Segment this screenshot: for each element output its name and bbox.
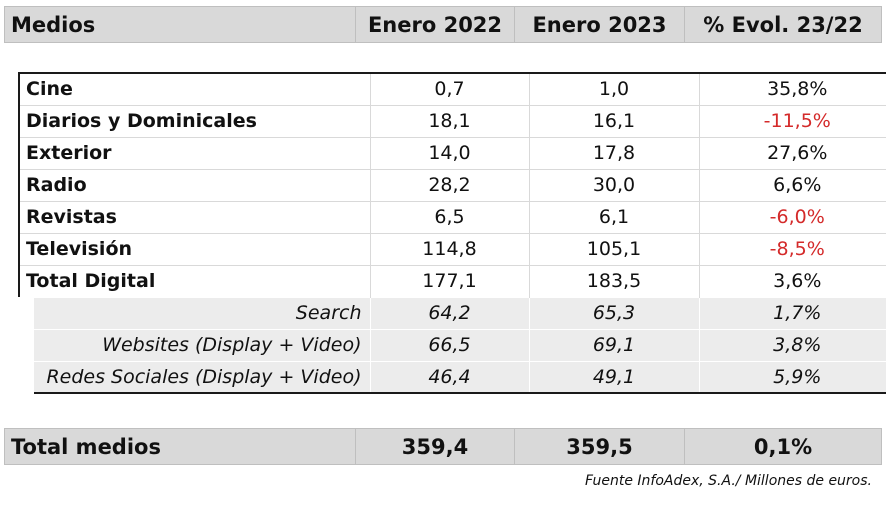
value-evol: 27,6% [698, 136, 886, 169]
value-2023: 30,0 [528, 168, 699, 201]
value-evol: 35,8% [698, 72, 886, 105]
total-evol: 0,1% [684, 428, 882, 465]
value-evol: 1,7% [698, 296, 886, 329]
value-evol: -11,5% [698, 104, 886, 137]
total-label: Total medios [4, 428, 356, 465]
value-evol: -8,5% [698, 232, 886, 265]
row-label: Diarios y Dominicales [19, 104, 370, 137]
value-2023: 49,1 [528, 360, 699, 393]
table-subrow: Redes Sociales (Display + Video) 46,4 49,1… [4, 360, 886, 393]
value-2022: 177,1 [369, 264, 529, 297]
row-label: Websites (Display + Video) [4, 328, 370, 361]
value-2022: 46,4 [369, 360, 529, 393]
header-medios: Medios [4, 6, 356, 43]
value-2023: 65,3 [528, 296, 699, 329]
value-2023: 1,0 [528, 72, 699, 105]
table-subrow: Websites (Display + Video) 66,5 69,1 3,8% [4, 328, 886, 361]
table-subrow: Search 64,2 65,3 1,7% [4, 296, 886, 329]
value-2023: 6,1 [528, 200, 699, 233]
value-2022: 6,5 [369, 200, 529, 233]
source-note: Fuente InfoAdex, S.A./ Millones de euros… [585, 473, 872, 489]
value-2022: 28,2 [369, 168, 529, 201]
row-label: Total Digital [19, 264, 370, 297]
header-evolucion: % Evol. 23/22 [684, 6, 882, 43]
value-evol: -6,0% [698, 200, 886, 233]
value-2023: 16,1 [528, 104, 699, 137]
table-row: Televisión 114,8 105,1 -8,5% [19, 232, 886, 265]
header-row: Medios Enero 2022 Enero 2023 % Evol. 23/… [4, 6, 882, 43]
value-2022: 0,7 [369, 72, 529, 105]
header-enero-2023: Enero 2023 [514, 6, 685, 43]
row-label: Revistas [19, 200, 370, 233]
row-label: Exterior [19, 136, 370, 169]
value-2023: 105,1 [528, 232, 699, 265]
total-2023: 359,5 [514, 428, 685, 465]
table-row: Exterior 14,0 17,8 27,6% [19, 136, 886, 169]
row-label: Cine [19, 72, 370, 105]
value-2023: 17,8 [528, 136, 699, 169]
value-2022: 66,5 [369, 328, 529, 361]
value-evol: 3,6% [698, 264, 886, 297]
total-row: Total medios 359,4 359,5 0,1% [4, 428, 882, 465]
value-2022: 18,1 [369, 104, 529, 137]
row-label: Radio [19, 168, 370, 201]
total-table: Total medios 359,4 359,5 0,1% [4, 428, 882, 465]
value-evol: 6,6% [698, 168, 886, 201]
header-table: Medios Enero 2022 Enero 2023 % Evol. 23/… [4, 6, 882, 43]
total-2022: 359,4 [355, 428, 515, 465]
value-2022: 14,0 [369, 136, 529, 169]
row-label: Search [4, 296, 370, 329]
media-table: Cine 0,7 1,0 35,8% Diarios y Dominicales 18,1… [4, 72, 886, 394]
row-label: Redes Sociales (Display + Video) [4, 360, 370, 393]
value-evol: 3,8% [698, 328, 886, 361]
table-row: Total Digital 177,1 183,5 3,6% [19, 264, 886, 297]
row-label: Televisión [19, 232, 370, 265]
value-2022: 114,8 [369, 232, 529, 265]
value-evol: 5,9% [698, 360, 886, 393]
value-2023: 183,5 [528, 264, 699, 297]
table-row: Revistas 6,5 6,1 -6,0% [19, 200, 886, 233]
table-row: Radio 28,2 30,0 6,6% [19, 168, 886, 201]
value-2023: 69,1 [528, 328, 699, 361]
header-enero-2022: Enero 2022 [355, 6, 515, 43]
table-row: Diarios y Dominicales 18,1 16,1 -11,5% [19, 104, 886, 137]
table-row: Cine 0,7 1,0 35,8% [19, 72, 886, 105]
value-2022: 64,2 [369, 296, 529, 329]
